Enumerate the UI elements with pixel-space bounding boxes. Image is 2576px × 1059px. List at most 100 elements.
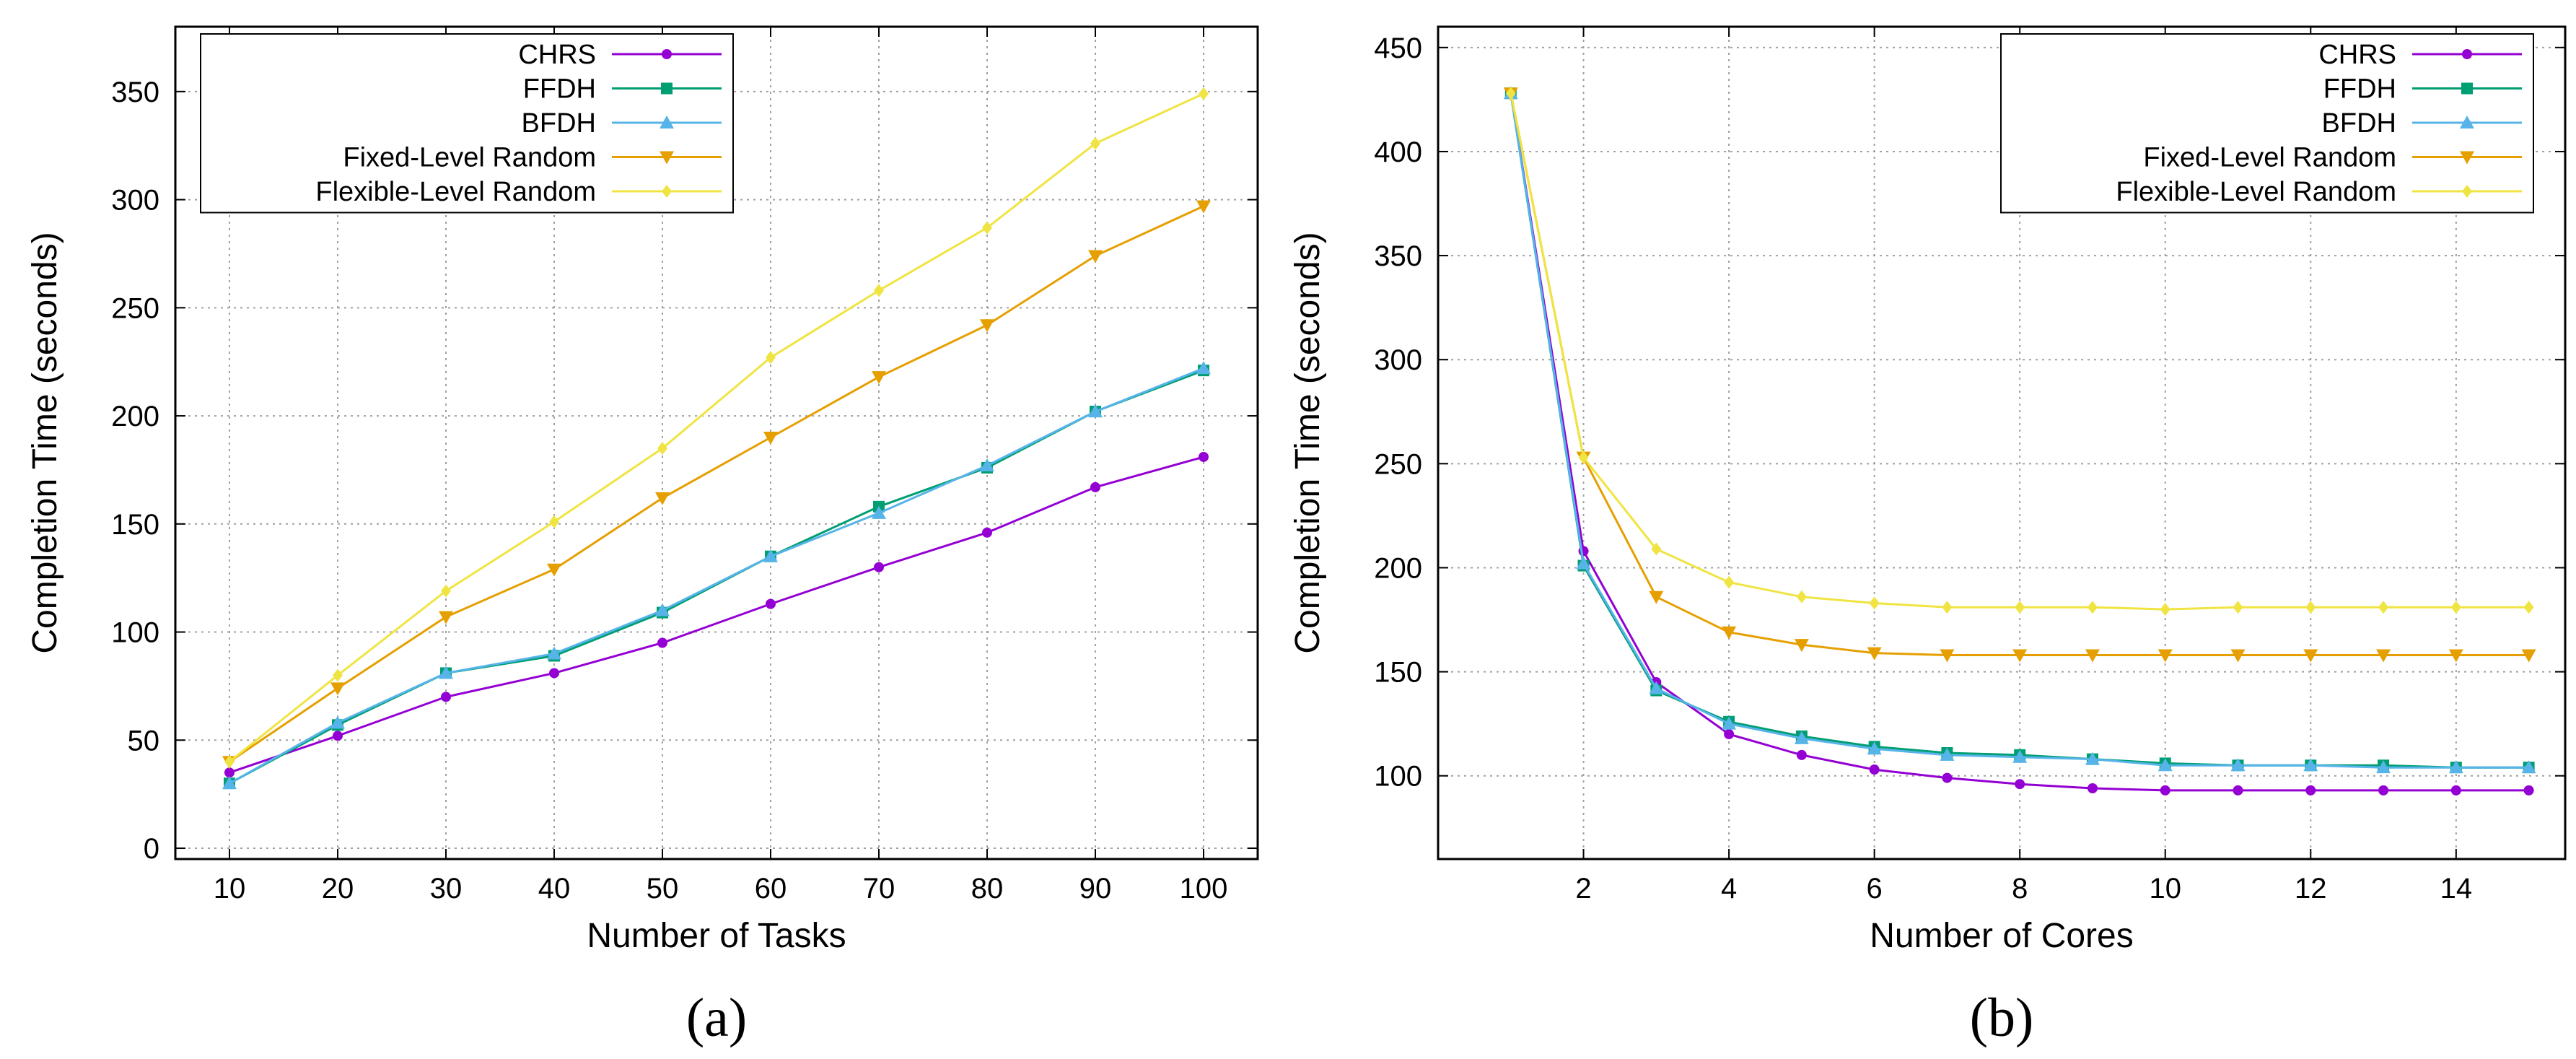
legend-swatch-marker bbox=[2460, 151, 2474, 165]
data-point bbox=[2015, 779, 2025, 790]
data-point bbox=[2523, 601, 2534, 614]
data-point bbox=[222, 776, 237, 790]
legend-swatch-marker bbox=[2462, 185, 2472, 198]
data-point bbox=[1090, 136, 1100, 150]
data-point bbox=[657, 637, 667, 648]
series-bfdh bbox=[1503, 86, 2536, 774]
data-point bbox=[2157, 649, 2173, 663]
data-point bbox=[441, 692, 451, 702]
data-point bbox=[1722, 716, 1737, 730]
data-point bbox=[2085, 751, 2100, 765]
series-line bbox=[229, 367, 1204, 785]
x-axis-label: Number of Cores bbox=[1870, 917, 2133, 955]
data-point bbox=[2160, 785, 2170, 796]
data-point bbox=[1576, 556, 1591, 570]
data-point bbox=[2157, 758, 2173, 772]
data-point bbox=[1869, 764, 1880, 775]
data-point bbox=[872, 371, 886, 385]
data-point bbox=[657, 441, 667, 455]
data-point bbox=[2233, 601, 2243, 614]
data-point bbox=[1794, 731, 1809, 744]
data-point bbox=[763, 432, 778, 445]
x-tick-label: 14 bbox=[2440, 873, 2473, 905]
y-tick-label: 350 bbox=[111, 77, 159, 108]
data-point bbox=[439, 611, 453, 624]
series-bfdh bbox=[222, 361, 1211, 790]
data-point bbox=[1090, 481, 1100, 492]
data-point bbox=[2523, 785, 2534, 796]
legend-swatch-marker bbox=[662, 49, 672, 59]
data-point bbox=[439, 666, 453, 679]
data-point bbox=[980, 319, 994, 333]
data-point bbox=[1196, 200, 1211, 214]
x-tick-label: 12 bbox=[2295, 873, 2327, 905]
data-point bbox=[1867, 647, 1882, 661]
data-point bbox=[980, 458, 994, 471]
y-tick-label: 300 bbox=[111, 185, 159, 217]
y-tick-label: 450 bbox=[1374, 32, 1422, 64]
legend-swatch-marker bbox=[2461, 82, 2473, 95]
legend-label: BFDH bbox=[2322, 108, 2396, 139]
x-tick-label: 10 bbox=[2149, 873, 2181, 905]
data-point bbox=[1505, 87, 1516, 100]
data-point bbox=[330, 682, 345, 696]
data-point bbox=[1867, 741, 1882, 755]
panel-label: (b) bbox=[1970, 988, 2034, 1048]
data-point bbox=[872, 505, 886, 519]
data-point bbox=[1724, 575, 1735, 589]
y-tick-label: 150 bbox=[111, 509, 159, 541]
data-point bbox=[1088, 404, 1103, 418]
x-tick-label: 2 bbox=[1575, 873, 1591, 905]
data-point bbox=[549, 515, 559, 528]
y-tick-label: 250 bbox=[111, 292, 159, 324]
y-tick-label: 200 bbox=[1374, 552, 1422, 584]
x-axis-label: Number of Tasks bbox=[587, 917, 846, 955]
data-point bbox=[1199, 87, 1209, 100]
data-point bbox=[2378, 601, 2389, 614]
legend-label: Flexible-Level Random bbox=[315, 177, 596, 207]
data-point bbox=[1196, 361, 1211, 375]
x-tick-label: 40 bbox=[538, 873, 571, 905]
legend-label: CHRS bbox=[518, 40, 596, 70]
data-point bbox=[982, 221, 992, 235]
data-point bbox=[1940, 649, 1955, 663]
data-point bbox=[2448, 649, 2463, 663]
legend-label: BFDH bbox=[522, 108, 596, 139]
legend-swatch-marker bbox=[660, 116, 674, 128]
y-tick-label: 150 bbox=[1374, 657, 1422, 689]
data-point bbox=[1724, 729, 1735, 740]
chart-panel-2: 2 4 6 8 10 12 14 100 150 200 250 300 350 400 450 CHRS FF… bbox=[1289, 25, 2567, 1048]
data-point bbox=[982, 527, 992, 538]
legend-swatch-marker bbox=[660, 151, 674, 165]
y-tick-label: 100 bbox=[111, 617, 159, 649]
y-tick-label: 50 bbox=[128, 725, 160, 757]
y-tick-label: 350 bbox=[1374, 240, 1422, 272]
y-tick-label: 400 bbox=[1374, 136, 1422, 168]
chart-panel-1: 10 20 30 40 50 60 70 80 90 100 0 50 100 150 200 250 300 3… bbox=[26, 25, 1259, 1048]
data-point bbox=[333, 731, 343, 741]
x-tick-label: 8 bbox=[2012, 873, 2028, 905]
series-flexible-level-random bbox=[1505, 87, 2534, 616]
y-tick-label: 0 bbox=[144, 833, 159, 865]
legend-swatch-marker bbox=[2460, 116, 2474, 128]
legend-label: FFDH bbox=[2323, 74, 2396, 105]
x-tick-label: 80 bbox=[971, 873, 1004, 905]
data-point bbox=[2378, 785, 2389, 796]
data-point bbox=[547, 563, 561, 577]
data-point bbox=[330, 715, 345, 729]
series-fixed-level-random bbox=[222, 200, 1211, 770]
x-tick-label: 4 bbox=[1721, 873, 1737, 905]
data-point bbox=[1651, 542, 1662, 556]
data-point bbox=[2376, 649, 2391, 663]
x-tick-label: 10 bbox=[214, 873, 246, 905]
data-point bbox=[1649, 681, 1664, 694]
data-point bbox=[763, 549, 778, 562]
data-point bbox=[2376, 760, 2391, 774]
y-tick-label: 200 bbox=[111, 401, 159, 432]
data-point bbox=[2305, 601, 2316, 614]
data-point bbox=[2450, 601, 2461, 614]
data-point bbox=[1722, 626, 1737, 640]
plot-frame bbox=[174, 25, 1259, 860]
data-point bbox=[655, 492, 670, 505]
